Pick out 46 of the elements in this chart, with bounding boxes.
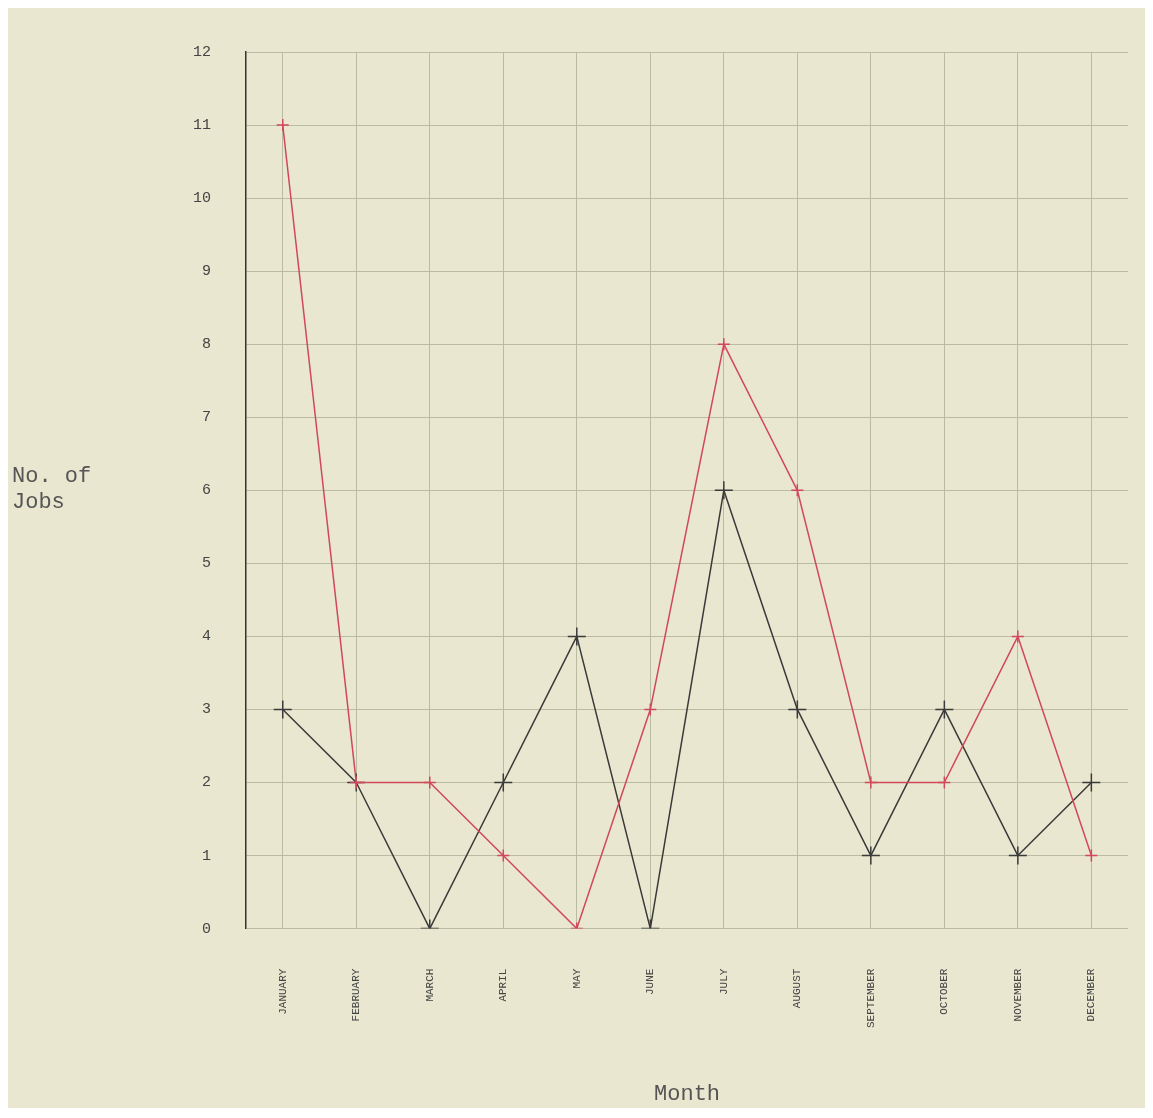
point bbox=[567, 626, 587, 647]
y-axis-title: No. of Jobs bbox=[12, 464, 92, 516]
y-tick-label: 9 bbox=[201, 263, 211, 281]
point bbox=[1008, 845, 1028, 866]
point bbox=[423, 775, 437, 790]
y-tick-label: 10 bbox=[192, 190, 211, 208]
point bbox=[934, 699, 955, 720]
point bbox=[276, 118, 290, 132]
point bbox=[496, 848, 511, 863]
point bbox=[790, 483, 805, 498]
x-tick-label: MAY bbox=[570, 968, 583, 989]
point bbox=[1011, 629, 1025, 644]
y-tick-label: 5 bbox=[201, 555, 211, 573]
y-tick-label: 7 bbox=[201, 409, 211, 427]
point bbox=[714, 480, 734, 501]
point bbox=[861, 845, 881, 866]
y-tick-label: 4 bbox=[201, 628, 211, 646]
x-tick-label: OCTOBER bbox=[938, 968, 951, 1015]
y-tick-label: 11 bbox=[192, 117, 211, 135]
x-tick-label: APRIL bbox=[497, 968, 510, 1002]
x-tick-label: JULY bbox=[717, 968, 730, 995]
point bbox=[864, 775, 878, 790]
x-tick-label: MARCH bbox=[423, 968, 436, 1002]
x-tick-label: JUNE bbox=[644, 968, 657, 995]
y-tick-label: 0 bbox=[201, 920, 211, 938]
y-tick-label: 1 bbox=[201, 847, 211, 865]
x-tick-label: SEPTEMBER bbox=[864, 968, 877, 1029]
y-tick-label: 6 bbox=[201, 482, 211, 500]
y-tick-label: 2 bbox=[201, 774, 211, 792]
point bbox=[1084, 848, 1099, 863]
point bbox=[273, 699, 293, 720]
x-tick-label: FEBRUARY bbox=[350, 968, 363, 1022]
point bbox=[643, 702, 658, 717]
x-tick-label: NOVEMBER bbox=[1011, 968, 1024, 1022]
x-tick-label: AUGUST bbox=[791, 968, 804, 1009]
point bbox=[1081, 772, 1102, 793]
point bbox=[717, 337, 731, 351]
y-tick-label: 12 bbox=[192, 43, 211, 61]
point bbox=[937, 775, 952, 790]
point bbox=[787, 699, 808, 720]
y-tick-label: 3 bbox=[201, 701, 211, 719]
point bbox=[493, 772, 514, 793]
x-tick-label: JANUARY bbox=[276, 968, 289, 1015]
y-tick-label: 8 bbox=[201, 336, 211, 354]
x-tick-label: DECEMBER bbox=[1085, 968, 1098, 1022]
x-axis-title: Month bbox=[654, 1082, 721, 1107]
